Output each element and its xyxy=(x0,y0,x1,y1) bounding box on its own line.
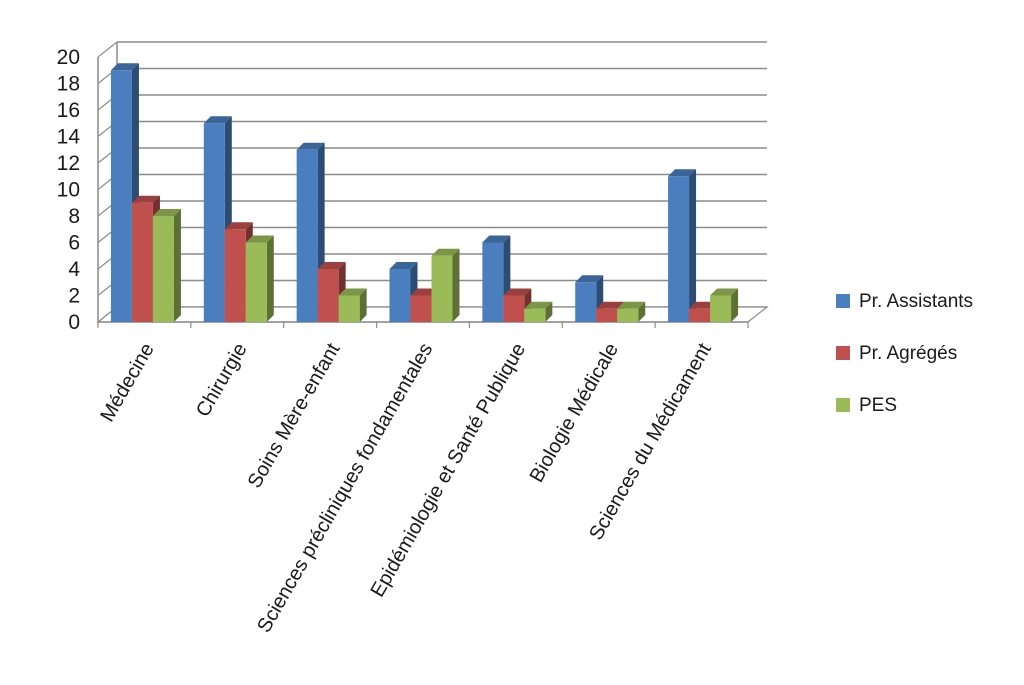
y-tick-label: 18 xyxy=(57,73,80,96)
legend-swatch xyxy=(836,346,850,360)
legend-label: PES xyxy=(859,395,897,416)
y-tick-label: 14 xyxy=(57,126,81,149)
y-tick-label: 20 xyxy=(57,46,80,69)
y-tick-label: 0 xyxy=(68,311,80,334)
bar xyxy=(617,301,646,322)
x-category-label: Chirurgie xyxy=(192,340,252,421)
bar xyxy=(152,209,181,322)
bar xyxy=(245,235,274,322)
legend-label: Pr. Agrégés xyxy=(859,343,957,364)
legend-label: Pr. Assistants xyxy=(859,291,973,312)
legend-item: Pr. Assistants xyxy=(836,291,973,312)
bar xyxy=(203,116,232,322)
y-tick-label: 12 xyxy=(57,152,80,175)
y-tick-label: 16 xyxy=(57,99,80,122)
bar xyxy=(431,248,460,322)
y-tick-label: 6 xyxy=(68,232,80,255)
legend-item: PES xyxy=(836,395,897,416)
x-category-label: Epidémiologie et Santé Publique xyxy=(367,340,531,601)
bar xyxy=(338,288,367,322)
bar xyxy=(668,169,697,322)
legend-item: Pr. Agrégés xyxy=(836,343,957,364)
x-category-label: Soins Mère-enfant xyxy=(244,339,345,492)
y-tick-label: 10 xyxy=(57,179,80,202)
labels-layer: 0 2 4 6 8 10 12 14 16 18 20 Médecine ChirurgieSoins … xyxy=(57,46,716,636)
legend-swatch xyxy=(836,294,850,308)
x-category-label: Biologie Médicale xyxy=(526,340,623,487)
x-category-label: Sciences précliniques fondamentales xyxy=(253,340,437,637)
legend-swatch xyxy=(836,398,850,412)
x-category-label: Médecine xyxy=(96,340,158,426)
gridline-diag xyxy=(97,41,118,58)
y-tick-label: 4 xyxy=(68,258,80,281)
bars-layer xyxy=(110,63,739,322)
legend: Pr. Assistants Pr. Agrégés PES xyxy=(836,291,973,416)
bar xyxy=(710,288,739,322)
y-tick-label: 2 xyxy=(68,285,80,308)
y-tick-label: 8 xyxy=(68,205,80,228)
bar xyxy=(524,301,553,322)
